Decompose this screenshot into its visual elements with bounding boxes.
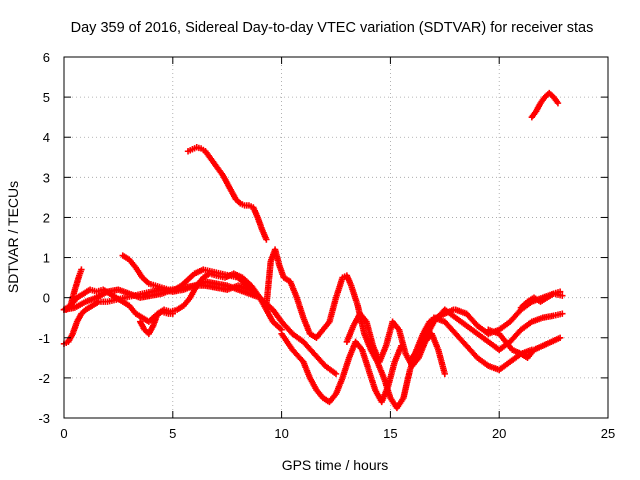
y-tick-label: 4 [43, 130, 50, 145]
y-tick-label: 0 [43, 291, 50, 306]
grid [64, 57, 608, 418]
x-tick-label: 10 [274, 426, 288, 441]
plot-frame [63, 56, 609, 419]
x-tick-label: 25 [601, 426, 615, 441]
series-sat-e [119, 252, 340, 378]
y-tick-label: 6 [43, 50, 50, 65]
x-tick-label: 5 [169, 426, 176, 441]
x-axis-label: GPS time / hours [282, 457, 389, 473]
series-sat-k [408, 306, 566, 362]
series-trace [279, 332, 404, 405]
y-tick-label: 5 [43, 90, 50, 105]
series-sat-g [184, 144, 270, 243]
axis-ticks: 0 5 10 15 20 25 -3 -2 -1 0 1 2 3 4 5 6 [38, 50, 615, 441]
series-trace [187, 144, 269, 241]
series-sat-p [517, 288, 564, 311]
y-tick-label: -2 [38, 371, 50, 386]
data-points [60, 89, 566, 412]
series-sat-l [430, 314, 536, 374]
series-sat-j [343, 310, 448, 378]
series-trace [486, 327, 562, 360]
series-sat-f [136, 270, 264, 337]
y-tick-label: 1 [43, 251, 50, 266]
series-trace [529, 91, 561, 119]
series-sat-n [485, 326, 564, 362]
y-tick-label: -1 [38, 331, 50, 346]
series-trace [62, 282, 251, 313]
x-tick-label: 15 [383, 426, 397, 441]
x-tick-label: 20 [492, 426, 506, 441]
series-trace [137, 271, 262, 336]
series-sat-o [528, 89, 562, 121]
x-tick-label: 0 [60, 426, 67, 441]
y-tick-label: -3 [38, 411, 50, 426]
series-trace [432, 315, 534, 373]
series-trace [519, 289, 562, 310]
chart-title: Day 359 of 2016, Sidereal Day-to-day VTE… [71, 20, 594, 36]
y-axis-label: SDTVAR / TECUs [5, 181, 21, 293]
y-tick-label: 3 [43, 170, 50, 185]
series-sat-i [278, 330, 405, 406]
y-tick-label: 2 [43, 210, 50, 225]
